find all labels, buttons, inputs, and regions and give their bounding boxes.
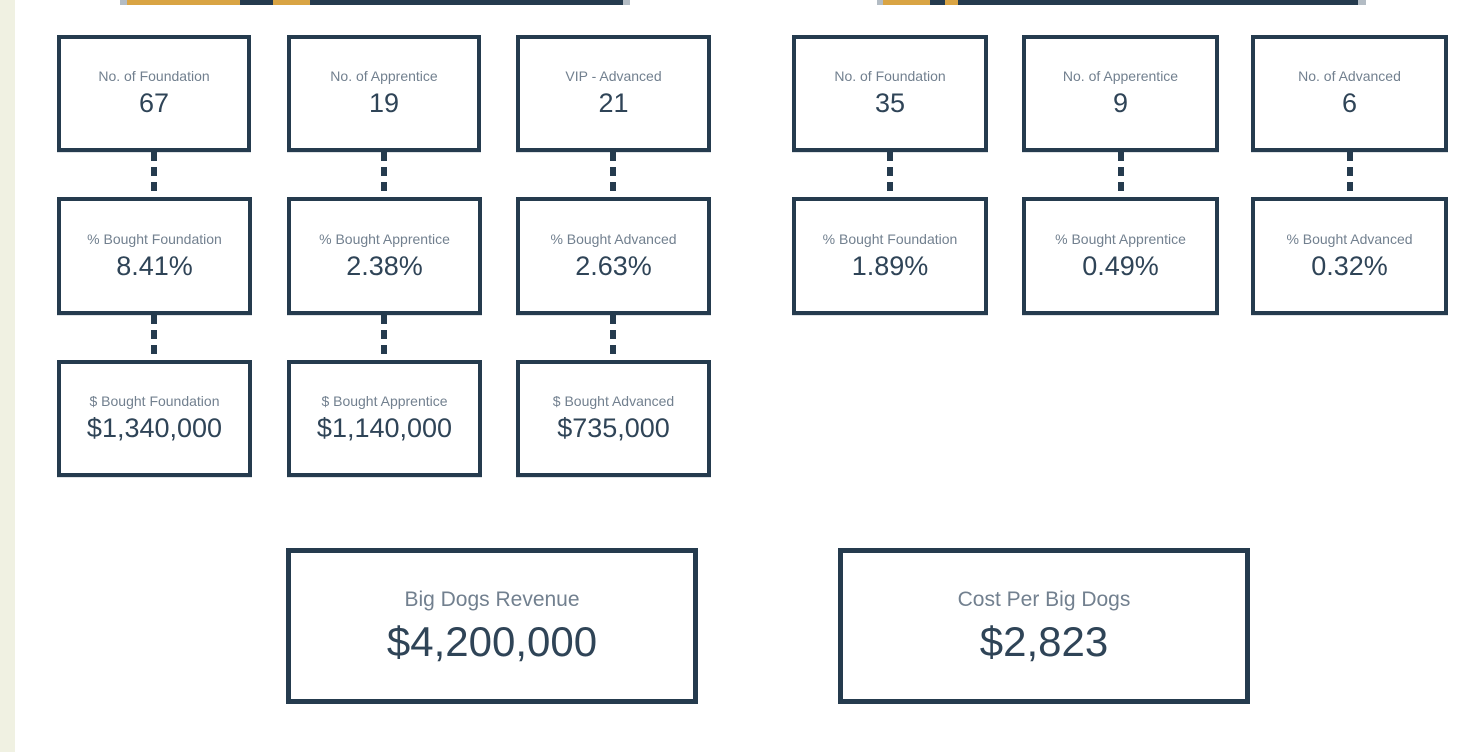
kpi-label: % Bought Apprentice (1055, 230, 1186, 247)
clipped-header-orange-tab (945, 0, 958, 5)
clipped-header-gray-sliver (623, 0, 630, 5)
kpi-label: $ Bought Advanced (552, 393, 675, 410)
kpi-label: % Bought Apprentice (319, 230, 450, 247)
clipped-header-orange-tab (273, 0, 310, 5)
clipped-header-gray-sliver (877, 0, 883, 5)
summary-label: Cost Per Big Dogs (957, 588, 1131, 612)
kpi-box-pct-bought-foundation-right: % Bought Foundation 1.89% (792, 197, 988, 315)
kpi-label: % Bought Foundation (822, 230, 958, 247)
clipped-header-navy-bar (310, 0, 623, 5)
kpi-box-no-of-advanced: No. of Advanced 6 (1251, 35, 1448, 152)
kpi-value: 6 (1341, 88, 1358, 119)
summary-box-big-dogs-revenue: Big Dogs Revenue $4,200,000 (286, 548, 698, 704)
kpi-label: $ Bought Apprentice (321, 393, 448, 410)
kpi-box-vip-advanced: VIP - Advanced 21 (516, 35, 711, 152)
dashed-connector (151, 315, 157, 360)
dashed-connector (151, 152, 157, 197)
kpi-box-pct-bought-apprentice-left: % Bought Apprentice 2.38% (287, 197, 482, 315)
kpi-box-usd-bought-advanced: $ Bought Advanced $735,000 (516, 360, 711, 477)
dashed-connector (610, 315, 616, 360)
kpi-label: % Bought Advanced (1286, 230, 1413, 247)
dashed-connector (610, 152, 616, 197)
kpi-box-no-of-apprentice: No. of Apprentice 19 (287, 35, 481, 152)
kpi-value: $735,000 (557, 413, 670, 444)
kpi-label: No. of Apperentice (1062, 68, 1179, 85)
dashed-connector (887, 152, 893, 197)
clipped-header-orange-tab (883, 0, 930, 5)
kpi-label: VIP - Advanced (565, 68, 662, 85)
kpi-value: 67 (138, 88, 170, 119)
summary-label: Big Dogs Revenue (404, 588, 580, 612)
kpi-value: 19 (368, 88, 400, 119)
kpi-box-no-of-apperentice: No. of Apperentice 9 (1022, 35, 1219, 152)
kpi-label: $ Bought Foundation (89, 393, 220, 410)
clipped-header-gray-sliver (1358, 0, 1366, 5)
summary-value: $4,200,000 (386, 617, 598, 665)
kpi-value: 2.63% (575, 250, 652, 281)
kpi-value: 2.38% (346, 250, 423, 281)
kpi-value: 0.49% (1082, 250, 1159, 281)
kpi-value: 0.32% (1311, 250, 1388, 281)
kpi-box-pct-bought-apprentice-right: % Bought Apprentice 0.49% (1022, 197, 1219, 315)
kpi-box-usd-bought-apprentice: $ Bought Apprentice $1,140,000 (287, 360, 482, 477)
kpi-value: 1.89% (851, 250, 929, 281)
kpi-value: 8.41% (116, 250, 193, 281)
kpi-box-pct-bought-advanced-right: % Bought Advanced 0.32% (1251, 197, 1448, 315)
clipped-header-orange-tab (127, 0, 240, 5)
kpi-box-usd-bought-foundation: $ Bought Foundation $1,340,000 (57, 360, 252, 477)
dashed-connector (1118, 152, 1124, 197)
clipped-header-navy-bar (958, 0, 1358, 5)
dashed-connector (381, 152, 387, 197)
dashed-connector (381, 315, 387, 360)
kpi-label: No. of Foundation (98, 68, 210, 85)
dashed-connector (1347, 152, 1353, 197)
kpi-label: % Bought Foundation (87, 230, 222, 247)
kpi-label: No. of Foundation (834, 68, 946, 85)
kpi-box-pct-bought-advanced-left: % Bought Advanced 2.63% (516, 197, 711, 315)
kpi-label: No. of Advanced (1298, 68, 1401, 85)
kpi-label: % Bought Advanced (550, 230, 677, 247)
kpi-value: 21 (598, 88, 629, 119)
clipped-header-navy-tab (930, 0, 945, 5)
kpi-box-pct-bought-foundation-left: % Bought Foundation 8.41% (57, 197, 252, 315)
clipped-header-navy-tab (240, 0, 273, 5)
kpi-box-no-of-foundation-right: No. of Foundation 35 (792, 35, 988, 152)
summary-value: $2,823 (979, 617, 1109, 665)
clipped-header-gray-sliver (120, 0, 127, 5)
kpi-box-no-of-foundation-left: No. of Foundation 67 (57, 35, 251, 152)
kpi-label: No. of Apprentice (330, 68, 438, 85)
kpi-value: $1,340,000 (86, 413, 223, 444)
kpi-value: $1,140,000 (316, 413, 453, 444)
left-edge-strip (0, 0, 15, 752)
kpi-value: 35 (874, 88, 906, 119)
summary-box-cost-per-big-dogs: Cost Per Big Dogs $2,823 (838, 548, 1250, 704)
kpi-value: 9 (1112, 88, 1129, 119)
